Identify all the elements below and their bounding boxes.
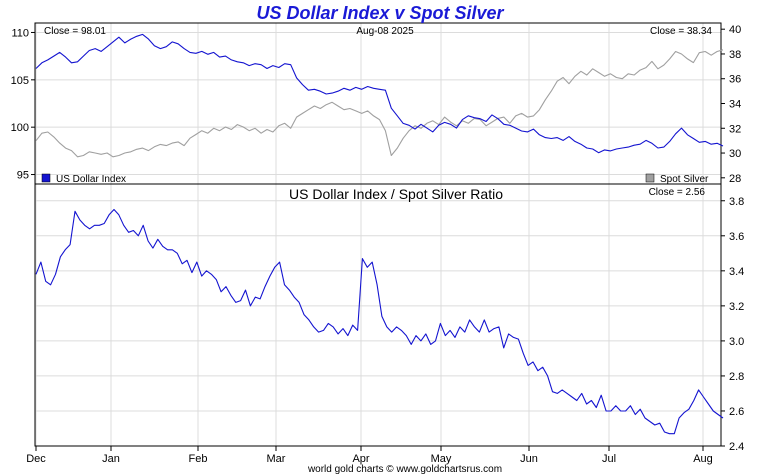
y-left-tick-label: 95 bbox=[17, 170, 29, 182]
y-right-tick-label: 30 bbox=[729, 148, 741, 160]
x-tick-label: Feb bbox=[189, 453, 208, 465]
ratio-title: US Dollar Index / Spot Silver Ratio bbox=[289, 186, 503, 202]
footer-credit: world gold charts © www.goldchartsrus.co… bbox=[307, 464, 502, 475]
x-tick-label: Mar bbox=[267, 453, 286, 465]
y-right-tick-label: 28 bbox=[729, 173, 741, 185]
date-label: Aug-08 2025 bbox=[356, 26, 414, 37]
right-close-label: Close = 38.34 bbox=[650, 26, 712, 37]
y-right-tick-label: 36 bbox=[729, 74, 741, 86]
axis-labels-group: Dec Jan Feb Mar Apr May Jun Jul Aug 95 100 105 110 28… bbox=[11, 24, 745, 465]
x-tick-label: Aug bbox=[693, 453, 713, 465]
y-right-tick-label: 34 bbox=[729, 99, 741, 111]
ratio-tick-label: 2.6 bbox=[729, 406, 744, 418]
ratio-tick-label: 3.8 bbox=[729, 196, 744, 208]
y-left-tick-label: 105 bbox=[11, 75, 29, 87]
series-line-us-dollar-index bbox=[35, 33, 724, 154]
top-panel-grid bbox=[35, 23, 721, 184]
ratio-tick-label: 3.2 bbox=[729, 301, 744, 313]
x-tick-label: May bbox=[431, 453, 452, 465]
bottom-panel-frame bbox=[34, 183, 722, 447]
ratio-tick-label: 3.0 bbox=[729, 336, 744, 348]
y-right-tick-label: 40 bbox=[729, 24, 741, 36]
y-left-tick-label: 100 bbox=[11, 122, 29, 134]
y-right-tick-label: 32 bbox=[729, 123, 741, 135]
x-tick-label: Jan bbox=[102, 453, 120, 465]
y-right-tick-label: 38 bbox=[729, 49, 741, 61]
legend-usd-label: US Dollar Index bbox=[56, 174, 126, 185]
bottom-panel-grid bbox=[35, 184, 721, 447]
legend-silver-label: Spot Silver bbox=[660, 174, 709, 185]
x-tick-label: Apr bbox=[352, 453, 369, 465]
x-tick-label: Dec bbox=[26, 453, 46, 465]
series-line-usd-silver-ratio bbox=[35, 208, 724, 435]
chart-title: US Dollar Index v Spot Silver bbox=[256, 3, 504, 23]
bottom-series-group bbox=[35, 208, 724, 435]
x-tick-label: Jul bbox=[602, 453, 616, 465]
top-panel-frame bbox=[34, 22, 722, 185]
ratio-tick-label: 2.4 bbox=[729, 441, 744, 453]
series-line-spot-silver bbox=[35, 49, 724, 158]
legend-swatch-usd bbox=[41, 173, 51, 183]
ratio-tick-label: 3.4 bbox=[729, 266, 744, 278]
legend-swatch-silver bbox=[645, 173, 655, 183]
top-series-group bbox=[35, 33, 724, 158]
y-left-tick-label: 110 bbox=[11, 27, 29, 39]
left-close-label: Close = 98.01 bbox=[44, 26, 106, 37]
ratio-tick-label: 3.6 bbox=[729, 231, 744, 243]
ratio-tick-label: 2.8 bbox=[729, 371, 744, 383]
x-tick-label: Jun bbox=[520, 453, 538, 465]
ratio-close-label: Close = 2.56 bbox=[649, 187, 706, 198]
